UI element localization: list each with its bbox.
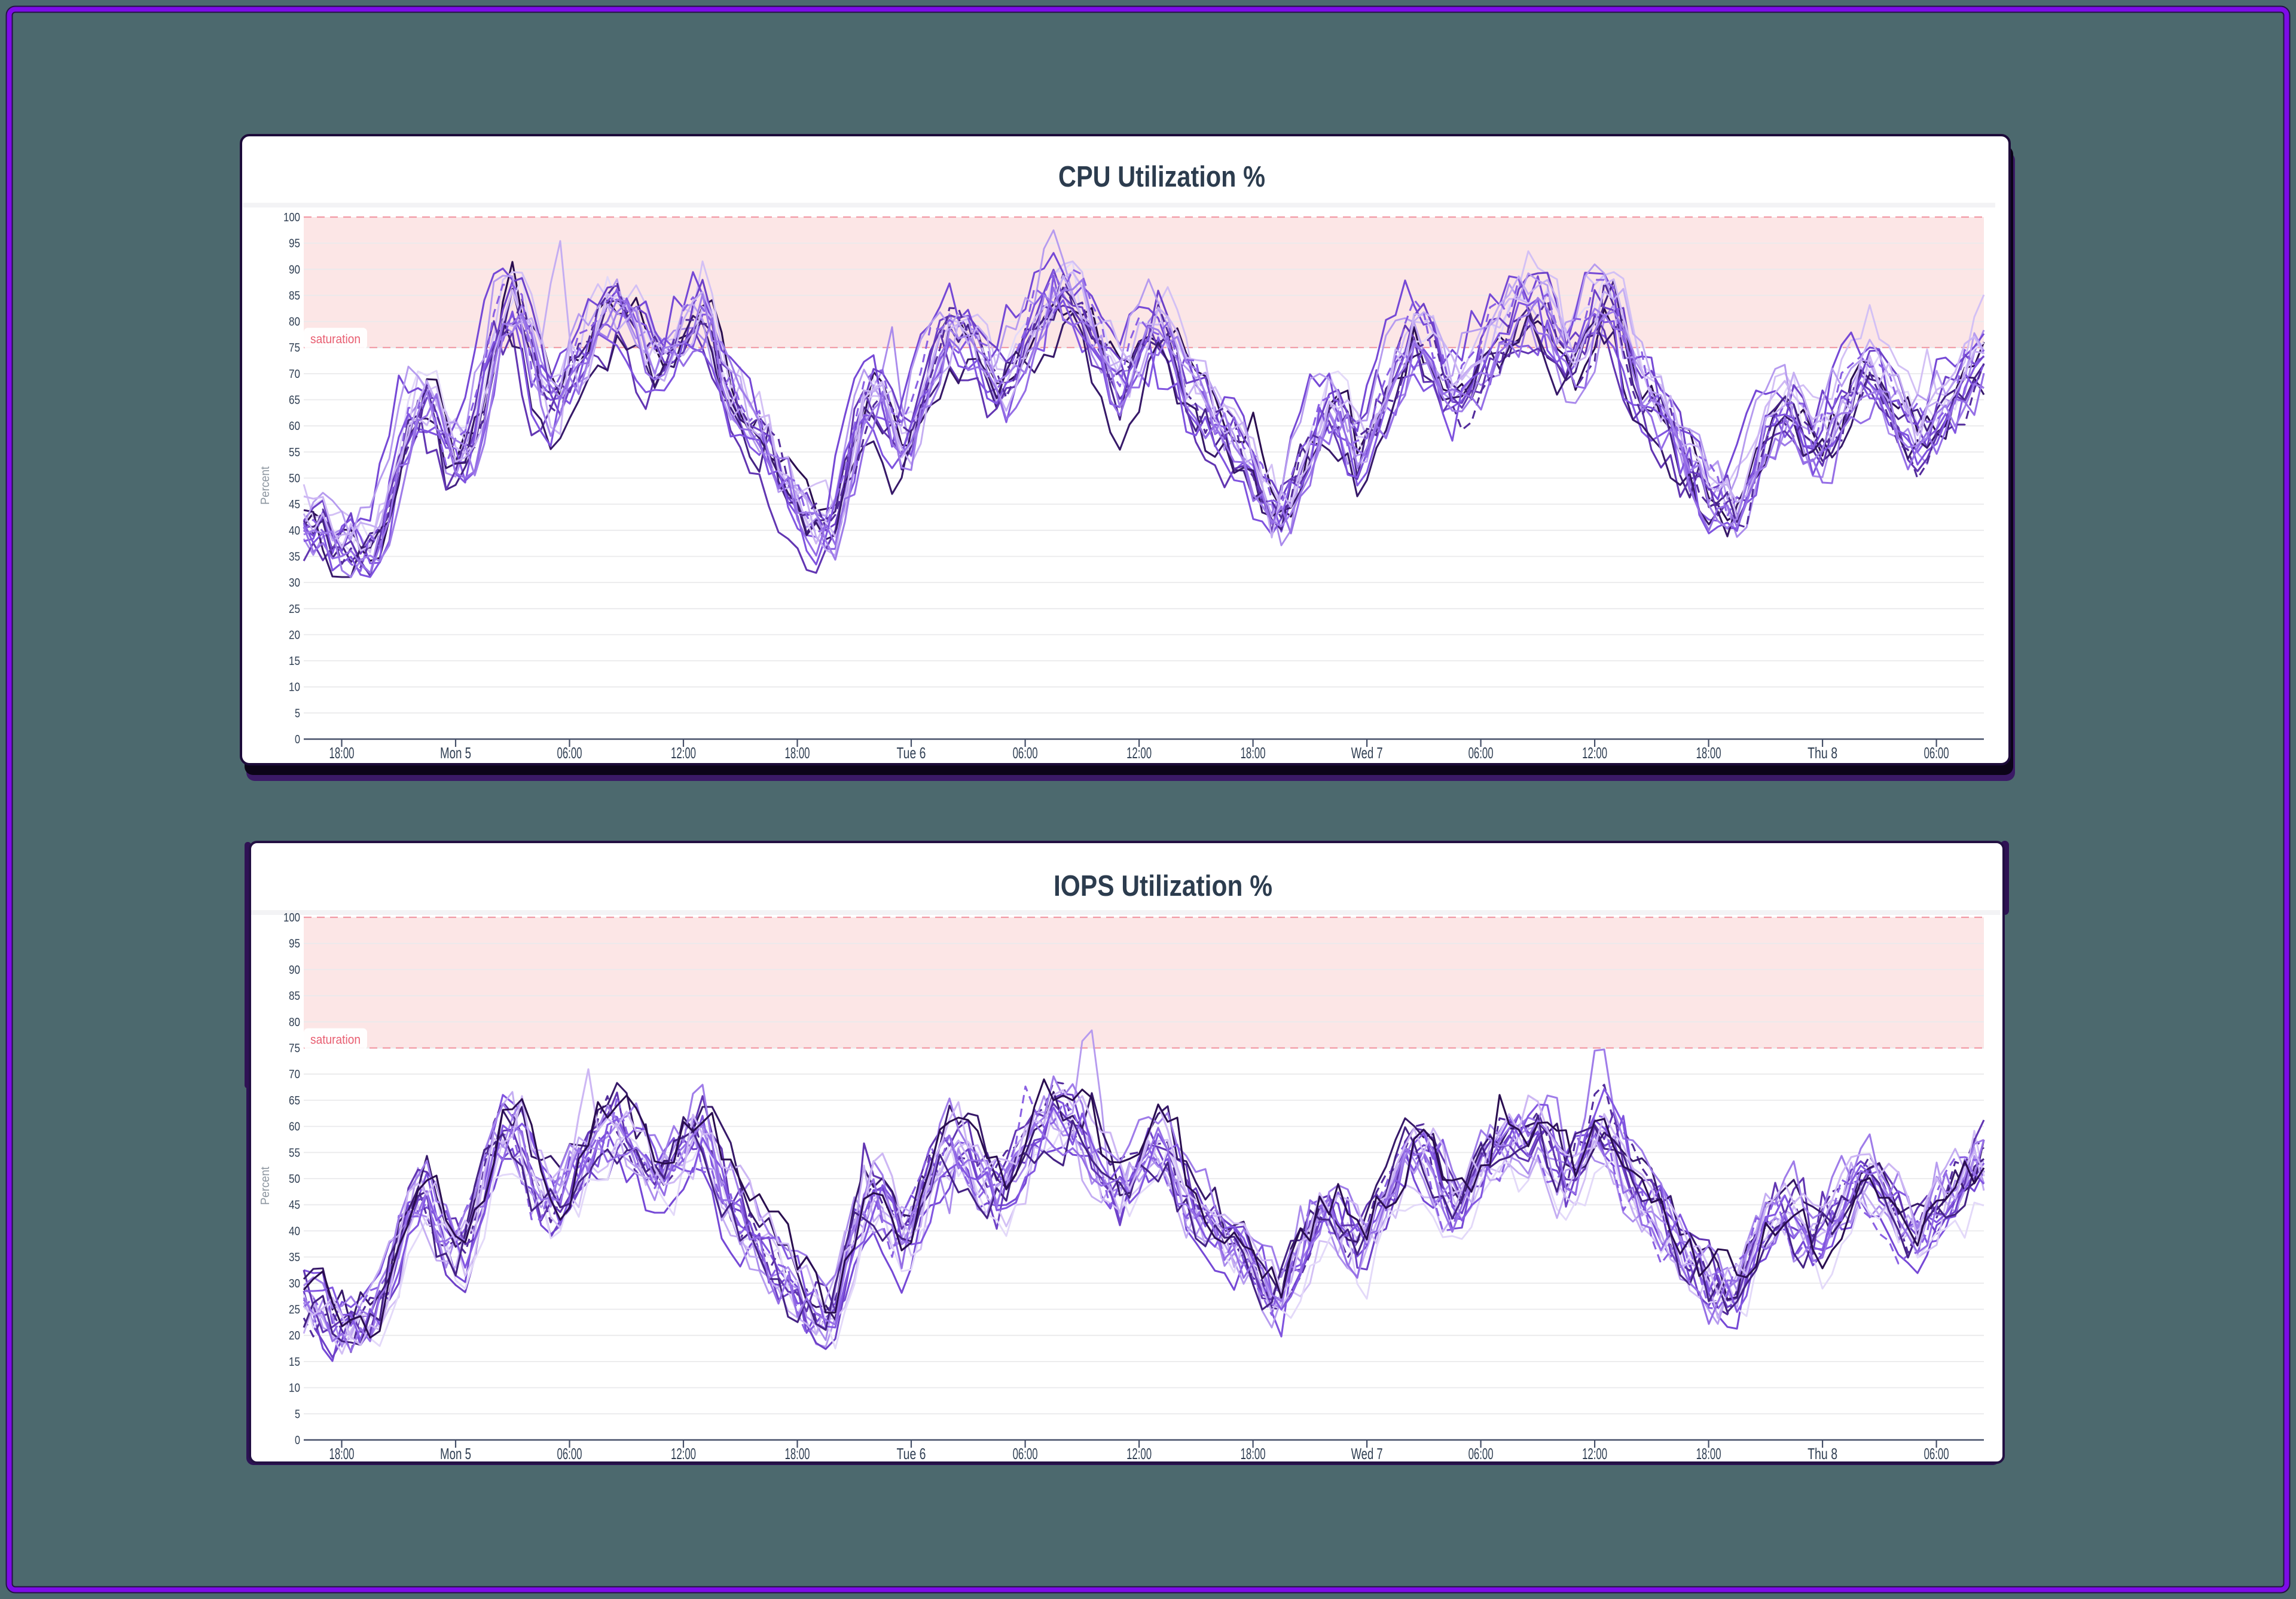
svg-text:90: 90 — [289, 263, 300, 276]
svg-text:06:00: 06:00 — [1924, 1445, 1949, 1463]
svg-text:75: 75 — [289, 341, 300, 355]
svg-text:06:00: 06:00 — [1468, 1445, 1494, 1463]
svg-text:18:00: 18:00 — [785, 1445, 810, 1463]
svg-text:85: 85 — [289, 990, 300, 1003]
svg-text:15: 15 — [289, 1356, 300, 1369]
svg-text:Wed 7: Wed 7 — [1351, 1445, 1383, 1463]
svg-text:Thu 8: Thu 8 — [1808, 744, 1837, 762]
svg-text:Mon 5: Mon 5 — [440, 744, 471, 762]
svg-text:18:00: 18:00 — [1696, 1445, 1721, 1463]
svg-text:18:00: 18:00 — [329, 744, 355, 762]
svg-text:Tue 6: Tue 6 — [897, 744, 926, 762]
svg-text:25: 25 — [289, 603, 300, 616]
svg-text:Mon 5: Mon 5 — [440, 1445, 471, 1463]
svg-text:12:00: 12:00 — [671, 1445, 696, 1463]
svg-text:50: 50 — [289, 472, 300, 486]
svg-text:IOPS Utilization %: IOPS Utilization % — [1054, 870, 1272, 902]
svg-text:35: 35 — [289, 551, 300, 564]
svg-text:12:00: 12:00 — [1126, 744, 1152, 762]
svg-text:95: 95 — [289, 237, 300, 251]
svg-text:60: 60 — [289, 420, 300, 433]
svg-text:65: 65 — [289, 1094, 300, 1107]
svg-text:0: 0 — [295, 733, 300, 746]
svg-text:75: 75 — [289, 1042, 300, 1055]
svg-text:12:00: 12:00 — [1582, 1445, 1607, 1463]
svg-text:40: 40 — [289, 524, 300, 538]
svg-text:06:00: 06:00 — [1013, 1445, 1038, 1463]
svg-text:18:00: 18:00 — [1241, 1445, 1266, 1463]
svg-text:100: 100 — [283, 911, 300, 924]
svg-text:45: 45 — [289, 498, 300, 511]
svg-text:Wed 7: Wed 7 — [1351, 744, 1383, 762]
svg-text:06:00: 06:00 — [1924, 744, 1949, 762]
svg-text:70: 70 — [289, 1068, 300, 1081]
svg-text:06:00: 06:00 — [557, 744, 582, 762]
svg-text:35: 35 — [289, 1251, 300, 1264]
svg-text:Percent: Percent — [259, 1167, 272, 1205]
svg-text:18:00: 18:00 — [785, 744, 810, 762]
svg-text:5: 5 — [295, 1408, 300, 1421]
svg-text:15: 15 — [289, 655, 300, 668]
svg-text:60: 60 — [289, 1121, 300, 1134]
svg-text:30: 30 — [289, 576, 300, 590]
svg-text:100: 100 — [283, 211, 300, 224]
svg-text:Percent: Percent — [259, 466, 272, 505]
svg-text:80: 80 — [289, 1016, 300, 1029]
svg-text:18:00: 18:00 — [329, 1445, 355, 1463]
svg-text:10: 10 — [289, 681, 300, 694]
svg-text:55: 55 — [289, 1146, 300, 1159]
svg-text:65: 65 — [289, 394, 300, 407]
svg-text:06:00: 06:00 — [1468, 744, 1494, 762]
svg-text:0: 0 — [295, 1434, 300, 1447]
svg-text:80: 80 — [289, 316, 300, 329]
svg-text:10: 10 — [289, 1382, 300, 1395]
svg-text:40: 40 — [289, 1225, 300, 1238]
svg-text:Tue 6: Tue 6 — [897, 1445, 926, 1463]
svg-text:30: 30 — [289, 1277, 300, 1290]
svg-text:CPU Utilization %: CPU Utilization % — [1058, 161, 1265, 193]
svg-text:55: 55 — [289, 446, 300, 459]
svg-text:Thu 8: Thu 8 — [1808, 1445, 1837, 1463]
svg-text:12:00: 12:00 — [1582, 744, 1607, 762]
svg-text:12:00: 12:00 — [671, 744, 696, 762]
svg-text:95: 95 — [289, 938, 300, 951]
svg-text:85: 85 — [289, 289, 300, 303]
svg-text:45: 45 — [289, 1199, 300, 1212]
svg-text:18:00: 18:00 — [1241, 744, 1266, 762]
svg-text:70: 70 — [289, 368, 300, 381]
svg-text:90: 90 — [289, 963, 300, 977]
svg-text:12:00: 12:00 — [1126, 1445, 1152, 1463]
svg-text:5: 5 — [295, 707, 300, 720]
svg-text:20: 20 — [289, 628, 300, 642]
svg-text:saturation: saturation — [310, 332, 361, 346]
svg-text:25: 25 — [289, 1304, 300, 1317]
svg-text:18:00: 18:00 — [1696, 744, 1721, 762]
svg-text:saturation: saturation — [310, 1033, 361, 1047]
svg-text:20: 20 — [289, 1329, 300, 1342]
svg-text:50: 50 — [289, 1173, 300, 1186]
svg-text:06:00: 06:00 — [557, 1445, 582, 1463]
svg-text:06:00: 06:00 — [1013, 744, 1038, 762]
